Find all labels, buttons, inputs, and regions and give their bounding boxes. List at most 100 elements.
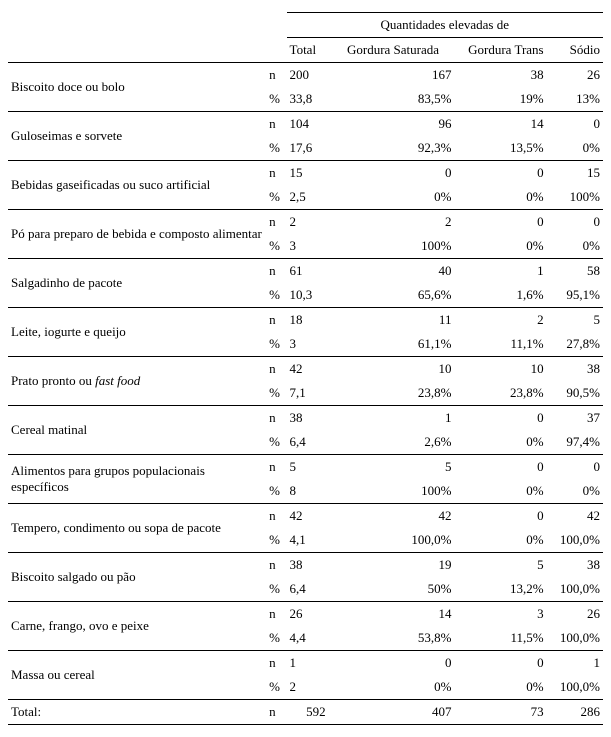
total-row: Total:n59240773286	[8, 700, 603, 725]
cell-n: 0	[332, 651, 455, 676]
row-label: Carne, frango, ovo e peixe	[8, 602, 266, 651]
cell-pct: 33,8	[287, 87, 332, 112]
cell-pct: 92,3%	[332, 136, 455, 161]
table-super-header-row: Quantidades elevadas de	[8, 13, 603, 38]
cell-n: 15	[287, 161, 332, 186]
total-label: Total:	[8, 700, 266, 725]
cell-n: 18	[287, 308, 332, 333]
table-row: Pó para preparo de bebida e composto ali…	[8, 210, 603, 235]
row-label: Pó para preparo de bebida e composto ali…	[8, 210, 266, 259]
cell-n: 1	[287, 651, 332, 676]
cell-n: 5	[547, 308, 603, 333]
cell-pct: 17,6	[287, 136, 332, 161]
cell-pct: 65,6%	[332, 283, 455, 308]
cell-n: 58	[547, 259, 603, 284]
cell-pct: 0%	[454, 234, 546, 259]
cell-n: 0	[454, 651, 546, 676]
cell-n: 42	[287, 357, 332, 382]
cell-pct: 100%	[547, 185, 603, 210]
cell-pct: 100,0%	[547, 626, 603, 651]
metric-n: n	[266, 651, 286, 676]
super-header: Quantidades elevadas de	[287, 13, 603, 38]
cell-n: 42	[287, 504, 332, 529]
cell-n: 40	[332, 259, 455, 284]
metric-pct: %	[266, 479, 286, 504]
cell-n: 42	[547, 504, 603, 529]
total-cell: 286	[547, 700, 603, 725]
cell-n: 0	[454, 210, 546, 235]
cell-pct: 0%	[454, 528, 546, 553]
metric-pct: %	[266, 185, 286, 210]
metric-pct: %	[266, 577, 286, 602]
cell-pct: 100,0%	[547, 528, 603, 553]
cell-pct: 53,8%	[332, 626, 455, 651]
row-label: Salgadinho de pacote	[8, 259, 266, 308]
cell-n: 26	[287, 602, 332, 627]
cell-n: 11	[332, 308, 455, 333]
cell-n: 2	[287, 210, 332, 235]
cell-pct: 0%	[547, 479, 603, 504]
cell-n: 2	[454, 308, 546, 333]
cell-n: 1	[454, 259, 546, 284]
metric-n: n	[266, 112, 286, 137]
cell-pct: 0%	[454, 675, 546, 700]
cell-n: 2	[332, 210, 455, 235]
cell-n: 5	[454, 553, 546, 578]
cell-pct: 3	[287, 332, 332, 357]
cell-pct: 8	[287, 479, 332, 504]
metric-n: n	[266, 210, 286, 235]
cell-pct: 4,1	[287, 528, 332, 553]
cell-n: 42	[332, 504, 455, 529]
cell-pct: 2,6%	[332, 430, 455, 455]
metric-pct: %	[266, 528, 286, 553]
col-total: Total	[287, 38, 332, 63]
metric-n: n	[266, 455, 286, 480]
row-label: Guloseimas e sorvete	[8, 112, 266, 161]
cell-pct: 61,1%	[332, 332, 455, 357]
cell-n: 1	[332, 406, 455, 431]
metric-n: n	[266, 602, 286, 627]
cell-pct: 100%	[332, 479, 455, 504]
cell-pct: 23,8%	[332, 381, 455, 406]
cell-pct: 6,4	[287, 430, 332, 455]
cell-n: 19	[332, 553, 455, 578]
cell-pct: 0%	[332, 185, 455, 210]
metric-pct: %	[266, 234, 286, 259]
table-row: Bebidas gaseificadas ou suco artificialn…	[8, 161, 603, 186]
cell-n: 15	[547, 161, 603, 186]
cell-pct: 83,5%	[332, 87, 455, 112]
table-row: Biscoito salgado ou pãon3819538	[8, 553, 603, 578]
cell-n: 167	[332, 63, 455, 88]
table-row: Carne, frango, ovo e peixen2614326	[8, 602, 603, 627]
cell-n: 200	[287, 63, 332, 88]
total-cell: 407	[332, 700, 455, 725]
metric-n: n	[266, 504, 286, 529]
metric-n: n	[266, 357, 286, 382]
metric-pct: %	[266, 283, 286, 308]
cell-n: 38	[547, 553, 603, 578]
metric-pct: %	[266, 430, 286, 455]
cell-pct: 7,1	[287, 381, 332, 406]
cell-n: 14	[332, 602, 455, 627]
table-header-row: Total Gordura Saturada Gordura Trans Sód…	[8, 38, 603, 63]
total-cell: 592	[287, 700, 332, 725]
cell-n: 38	[287, 406, 332, 431]
cell-n: 26	[547, 602, 603, 627]
cell-pct: 13,5%	[454, 136, 546, 161]
cell-pct: 13%	[547, 87, 603, 112]
metric-n: n	[266, 700, 286, 725]
cell-pct: 10,3	[287, 283, 332, 308]
cell-pct: 3	[287, 234, 332, 259]
cell-pct: 0%	[454, 185, 546, 210]
cell-pct: 11,5%	[454, 626, 546, 651]
cell-pct: 2	[287, 675, 332, 700]
table-row: Guloseimas e sorveten10496140	[8, 112, 603, 137]
row-label: Leite, iogurte e queijo	[8, 308, 266, 357]
metric-n: n	[266, 161, 286, 186]
row-label: Tempero, condimento ou sopa de pacote	[8, 504, 266, 553]
cell-pct: 90,5%	[547, 381, 603, 406]
cell-n: 5	[332, 455, 455, 480]
cell-pct: 4,4	[287, 626, 332, 651]
cell-pct: 0%	[454, 430, 546, 455]
cell-pct: 0%	[547, 136, 603, 161]
